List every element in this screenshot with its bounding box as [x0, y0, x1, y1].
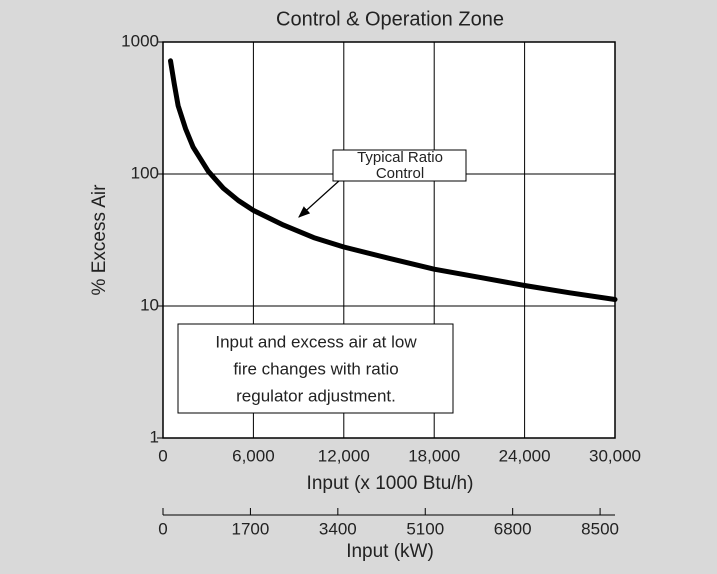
y-tick-label: 1 — [150, 427, 159, 446]
x-tick-label: 12,000 — [318, 446, 370, 465]
plot-frame — [162, 41, 616, 439]
y-tick-label: 10 — [140, 295, 159, 314]
x-tick-label: 24,000 — [499, 446, 551, 465]
annotation: regulator adjustment. — [236, 386, 396, 405]
arrow — [298, 179, 341, 218]
x-tick-label: 18,000 — [408, 446, 460, 465]
y-tick-label: 1000 — [121, 31, 159, 50]
y-tick-label: 100 — [131, 163, 159, 182]
x-tick-label: 30,000 — [589, 446, 641, 465]
x2-tick-label: 3400 — [319, 519, 357, 538]
y-axis-label: % Excess Air — [89, 184, 110, 296]
x-tick-label: 0 — [158, 446, 167, 465]
x2-axis-label: Input (kW) — [346, 541, 434, 562]
annotation: Input and excess air at low — [215, 332, 417, 351]
curve — [168, 58, 618, 302]
annotation: fire changes with ratio — [233, 359, 398, 378]
x-axis-label: Input (x 1000 Btu/h) — [307, 473, 474, 494]
x-tick-label: 6,000 — [232, 446, 275, 465]
x2-tick-label: 1700 — [232, 519, 270, 538]
x2-tick-label: 5100 — [406, 519, 444, 538]
annotation: Control — [376, 165, 424, 182]
annotation-box — [332, 149, 467, 182]
x2-tick-label: 8500 — [581, 519, 619, 538]
x2-tick-label: 6800 — [494, 519, 532, 538]
x2-tick-label: 0 — [158, 519, 167, 538]
annotation: Typical Ratio — [357, 149, 443, 166]
chart-title: Control & Operation Zone — [276, 8, 504, 30]
annotation-box — [177, 323, 454, 414]
